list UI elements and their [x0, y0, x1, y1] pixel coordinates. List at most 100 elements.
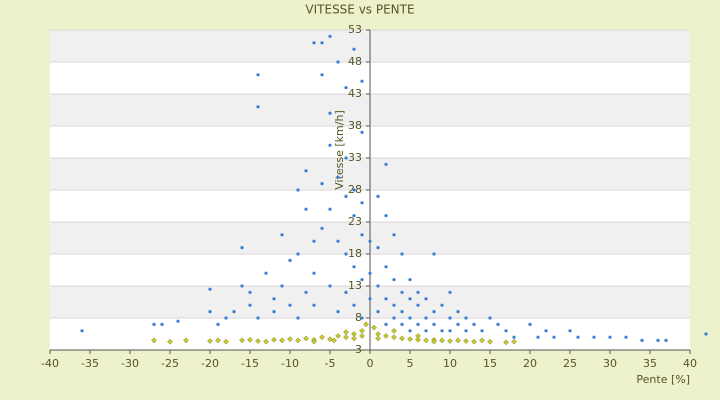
- point: [336, 310, 340, 314]
- point: [416, 322, 420, 326]
- point: [448, 329, 452, 333]
- point: [331, 337, 337, 344]
- point: [424, 316, 428, 320]
- point: [216, 322, 220, 326]
- point: [328, 111, 332, 115]
- point: [363, 321, 369, 328]
- point: [304, 290, 308, 294]
- point: [503, 339, 509, 346]
- point: [207, 338, 213, 344]
- point: [320, 73, 324, 77]
- y-tick-label: 53: [348, 23, 362, 36]
- point: [360, 201, 364, 205]
- point: [376, 284, 380, 288]
- point: [432, 252, 436, 256]
- point: [312, 303, 316, 307]
- point: [232, 310, 236, 314]
- point: [392, 233, 396, 237]
- x-tick-label: 0: [367, 357, 374, 370]
- point: [328, 207, 332, 211]
- point: [295, 337, 301, 344]
- point: [624, 335, 628, 339]
- point: [344, 252, 348, 256]
- point: [463, 338, 469, 344]
- point: [536, 335, 540, 339]
- point: [160, 322, 164, 326]
- point: [415, 336, 421, 343]
- point: [408, 316, 412, 320]
- point: [360, 79, 364, 83]
- point: [368, 271, 372, 275]
- point: [488, 316, 492, 320]
- point: [351, 335, 357, 342]
- x-tick-label: 20: [523, 357, 537, 370]
- point: [440, 303, 444, 307]
- point: [416, 290, 420, 294]
- point: [320, 226, 324, 230]
- point: [640, 338, 644, 342]
- point: [400, 322, 404, 326]
- point: [480, 329, 484, 333]
- point: [183, 337, 189, 344]
- point: [264, 271, 268, 275]
- point: [384, 322, 388, 326]
- point: [400, 310, 404, 314]
- point: [312, 271, 316, 275]
- point: [471, 338, 477, 345]
- point: [248, 290, 252, 294]
- point: [256, 105, 260, 109]
- point: [360, 316, 364, 320]
- y-tick-label: 23: [348, 215, 362, 228]
- point: [360, 130, 364, 134]
- x-tick-label: 15: [483, 357, 497, 370]
- point: [391, 334, 397, 341]
- point: [568, 329, 572, 333]
- point: [415, 333, 421, 339]
- point: [552, 335, 556, 339]
- point: [328, 34, 332, 39]
- point: [512, 335, 516, 339]
- point: [247, 336, 253, 343]
- point: [448, 290, 452, 294]
- point: [208, 287, 212, 291]
- point: [408, 278, 412, 282]
- point: [368, 297, 372, 301]
- point: [320, 182, 324, 186]
- point: [224, 316, 228, 320]
- point: [464, 329, 468, 333]
- x-axis-title: Pente [%]: [636, 373, 690, 386]
- x-tick-label: 35: [643, 357, 657, 370]
- point: [407, 336, 413, 342]
- point: [303, 335, 309, 342]
- point: [376, 246, 380, 250]
- point: [392, 278, 396, 282]
- point: [296, 316, 300, 320]
- point: [592, 335, 596, 339]
- y-tick-label: 13: [348, 279, 362, 292]
- point: [296, 188, 300, 192]
- point: [344, 290, 348, 294]
- point: [496, 322, 500, 326]
- point: [263, 338, 269, 345]
- point: [376, 194, 380, 198]
- point: [608, 335, 612, 339]
- point: [239, 337, 245, 344]
- point: [504, 329, 508, 333]
- point: [368, 239, 372, 243]
- y-tick-label: 33: [348, 151, 362, 164]
- chart-title: VITESSE vs PENTE: [305, 3, 414, 17]
- x-tick-label: -40: [41, 357, 59, 370]
- point: [472, 322, 476, 326]
- point: [456, 322, 460, 326]
- x-tick-label: -35: [81, 357, 99, 370]
- x-tick-label: -30: [121, 357, 139, 370]
- point: [511, 338, 517, 345]
- y-tick-label: 38: [348, 119, 362, 132]
- point: [656, 338, 660, 342]
- point: [360, 278, 364, 282]
- point: [288, 258, 292, 262]
- point: [151, 337, 157, 344]
- x-tick-label: -25: [161, 357, 179, 370]
- point: [256, 73, 260, 77]
